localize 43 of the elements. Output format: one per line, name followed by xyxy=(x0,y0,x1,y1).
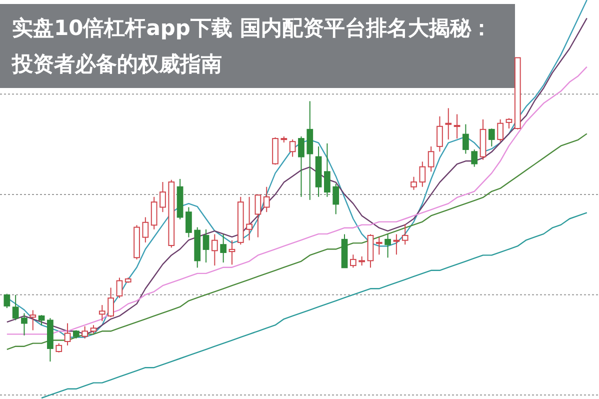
candlestick xyxy=(497,118,504,142)
candlestick xyxy=(445,108,452,140)
candlestick xyxy=(228,240,236,266)
candlestick xyxy=(298,136,304,198)
candlestick xyxy=(142,216,149,243)
candlestick xyxy=(402,224,408,246)
candlestick xyxy=(488,128,495,147)
candlestick xyxy=(108,287,114,318)
candlestick xyxy=(38,314,45,326)
candlestick xyxy=(220,234,227,263)
candlestick xyxy=(506,118,512,130)
candlestick xyxy=(211,234,218,266)
candlestick xyxy=(186,206,192,238)
candlestick xyxy=(64,322,71,346)
candlestick xyxy=(376,236,382,256)
candlestick xyxy=(289,138,296,158)
candlestick xyxy=(246,196,252,241)
candlestick xyxy=(350,254,356,268)
candlestick xyxy=(419,161,426,188)
candlestick xyxy=(393,234,400,256)
candlestick xyxy=(471,148,478,168)
candlestick xyxy=(428,146,434,172)
candlestick xyxy=(254,194,262,238)
candlestick xyxy=(384,234,391,258)
candlestick xyxy=(98,304,106,322)
candlestick xyxy=(150,196,158,230)
candlestick xyxy=(21,312,28,336)
candlestick xyxy=(160,181,166,213)
candlestick xyxy=(56,342,62,353)
candlestick xyxy=(410,176,417,190)
candlestick xyxy=(436,116,443,152)
candlestick xyxy=(454,114,460,140)
candlestick xyxy=(324,142,330,198)
candlestick xyxy=(12,294,19,321)
candlestick xyxy=(202,228,210,263)
candlestick xyxy=(358,256,366,266)
candlestick xyxy=(462,124,469,154)
candlestick xyxy=(332,183,340,215)
candlestick xyxy=(82,326,88,339)
candlestick xyxy=(4,293,10,309)
candlestick xyxy=(116,277,123,299)
candlestick xyxy=(30,310,36,331)
candlestick xyxy=(263,186,270,213)
